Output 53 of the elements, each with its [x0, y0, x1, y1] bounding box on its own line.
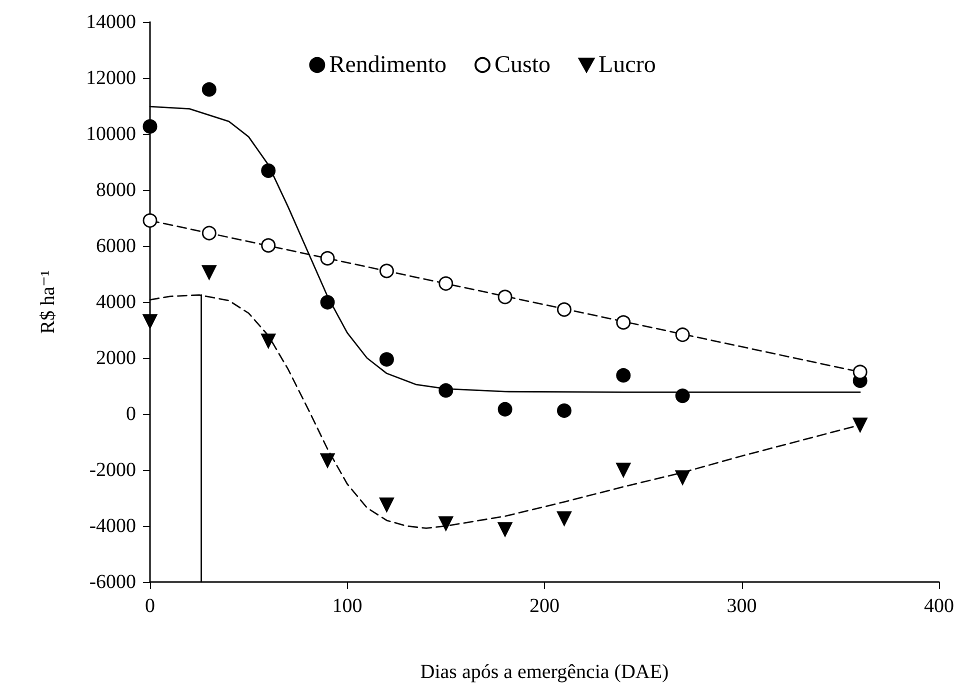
y-tick-label: -2000	[89, 459, 136, 481]
point	[320, 251, 335, 266]
x-tick-label: 0	[145, 595, 155, 617]
point	[498, 402, 512, 416]
point	[556, 403, 572, 418]
y-tick-label: 8000	[96, 179, 136, 201]
y-tick-label: 6000	[96, 235, 136, 257]
point	[202, 226, 216, 240]
point	[616, 462, 631, 478]
legend-label: Lucro	[598, 52, 656, 78]
x-tick-label: 100	[332, 595, 362, 617]
point	[142, 119, 158, 134]
x-axis-title: Dias após a emergência (DAE)	[420, 661, 669, 683]
y-tick-label: 2000	[96, 347, 136, 369]
point	[556, 302, 572, 317]
point	[379, 264, 394, 278]
point	[202, 265, 216, 280]
point	[438, 383, 454, 398]
point	[675, 328, 690, 342]
y-axis-title: R$ ha⁻¹	[37, 270, 59, 334]
y-tick-label: -6000	[89, 571, 136, 593]
point	[438, 516, 454, 531]
legend-label: Custo	[494, 52, 551, 78]
x-tick-label: 400	[924, 595, 954, 617]
legend-label: Rendimento	[329, 52, 447, 78]
point	[202, 82, 216, 97]
point	[261, 163, 276, 178]
x-tick-label: 200	[530, 595, 560, 617]
point	[320, 453, 335, 468]
y-tick-label: 14000	[86, 11, 136, 33]
point	[142, 213, 158, 228]
point	[261, 334, 276, 348]
point	[616, 315, 631, 330]
x-tick-label: 300	[726, 595, 757, 617]
point	[261, 238, 276, 253]
y-tick-label: -4000	[89, 515, 136, 537]
point	[498, 290, 512, 304]
point	[142, 314, 158, 329]
point	[852, 364, 868, 380]
y-tick-label: 0	[126, 403, 136, 425]
point	[616, 368, 631, 383]
point	[320, 295, 335, 310]
point	[852, 418, 868, 432]
y-tick-label: 10000	[86, 123, 136, 145]
point	[675, 470, 690, 485]
y-tick-label: 4000	[96, 291, 136, 313]
point	[379, 352, 394, 367]
point	[556, 511, 572, 526]
point	[675, 388, 690, 404]
point	[498, 522, 512, 537]
point	[438, 276, 454, 291]
point	[379, 497, 394, 512]
y-tick-label: 12000	[86, 67, 136, 89]
